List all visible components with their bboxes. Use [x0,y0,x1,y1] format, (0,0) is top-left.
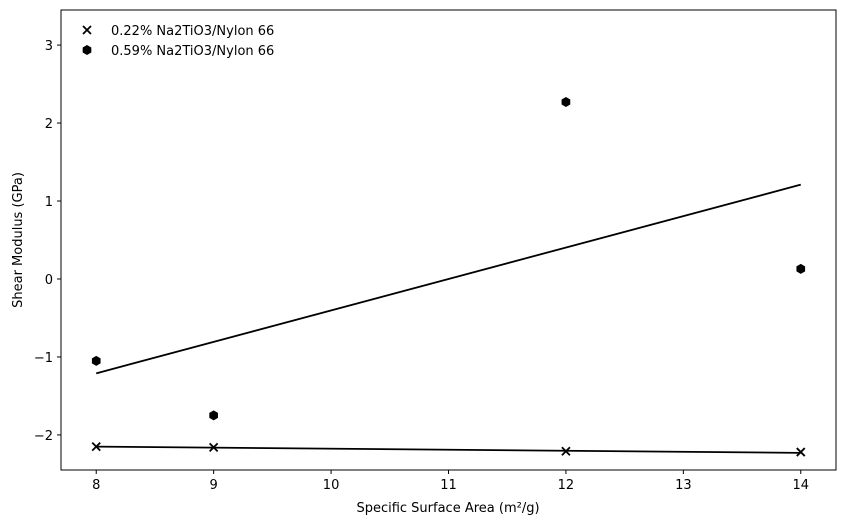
y-tick-label: 2 [45,117,53,132]
plot-area [60,9,837,471]
y-tick-label: 0 [45,273,53,288]
y-tick-label: −1 [34,351,53,366]
x-tick-label: 13 [675,478,692,493]
legend-item: 0.59% Na2TiO3/Nylon 66 [82,44,274,59]
x-axis: 8 9 10 11 12 13 14 [92,470,809,493]
x-marker [82,25,92,35]
x-tick-label: 8 [92,478,100,493]
y-axis-title: Shear Modulus (GPa) [11,172,26,308]
y-tick-label: 1 [45,195,53,210]
legend-label: 0.59% Na2TiO3/Nylon 66 [111,44,274,59]
x-marker [796,447,806,457]
hexagon-marker [561,97,571,107]
y-tick-label: 3 [45,39,53,54]
y-tick-label: −2 [34,429,53,444]
x-axis-title: Specific Surface Area (m²/g) [356,501,539,516]
x-tick-label: 9 [210,478,218,493]
x-tick-label: 12 [558,478,575,493]
hexagon-marker [209,410,218,421]
legend: 0.22% Na2TiO3/Nylon 66 0.59% Na2TiO3/Nylo… [82,24,274,59]
x-marker [561,446,571,456]
x-tick-label: 14 [792,478,809,493]
x-tick-label: 10 [323,478,340,493]
x-marker [209,442,219,453]
hexagon-marker [796,263,806,274]
legend-item: 0.22% Na2TiO3/Nylon 66 [82,24,274,39]
trend-line [95,183,802,375]
legend-label: 0.22% Na2TiO3/Nylon 66 [111,24,274,39]
hexagon-marker [82,45,92,55]
y-axis: −2 −1 0 1 2 3 [34,39,61,444]
x-tick-label: 11 [440,478,457,493]
hexagon-marker [91,355,101,366]
x-marker [91,441,101,452]
data-points [91,97,806,457]
